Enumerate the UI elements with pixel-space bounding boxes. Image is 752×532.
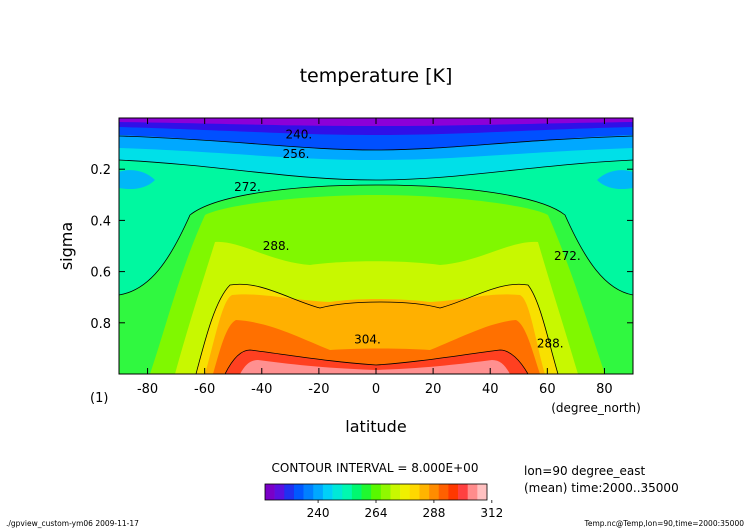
colorbar-cell: [322, 484, 333, 500]
colorbar-cell: [400, 484, 411, 500]
contour-lines: [119, 135, 633, 374]
annotation-lon: lon=90 degree_east: [524, 464, 645, 478]
contour-line-240: [119, 135, 633, 151]
colorbar-cell: [274, 484, 285, 500]
x-tick-label: -20: [308, 382, 329, 397]
contour-label: 240.: [286, 128, 313, 142]
colorbar-cell: [293, 484, 304, 500]
colorbar-cell: [332, 484, 343, 500]
colorbar-cell: [361, 484, 372, 500]
y-units: (1): [90, 391, 108, 406]
colorbar-tick-label: 264: [365, 506, 388, 520]
x-tick-label: 60: [539, 382, 556, 397]
chart-title: temperature [K]: [300, 65, 453, 87]
x-tick-label: -60: [194, 382, 215, 397]
x-axis-label: latitude: [345, 417, 406, 436]
colorbar-cell: [371, 484, 382, 500]
y-tick-label: 0.4: [90, 214, 111, 229]
colorbar-cell: [313, 484, 324, 500]
contour-label: 272.: [234, 180, 261, 194]
contour-interval: CONTOUR INTERVAL = 8.000E+00: [272, 461, 479, 475]
x-units: (degree_north): [551, 401, 641, 415]
colorbar-tick-label: 312: [480, 506, 503, 520]
contour-label: 256.: [283, 147, 310, 161]
y-axis: 0.2 0.4 0.6 0.8: [90, 163, 633, 332]
contour-fills: [119, 118, 633, 374]
colorbar-cell: [390, 484, 401, 500]
contour-line-288: [195, 283, 559, 374]
colorbar-tick-label: 240: [307, 506, 330, 520]
x-tick-label: 40: [482, 382, 499, 397]
x-tick-label: 80: [596, 382, 613, 397]
colorbar-tick-label: 288: [422, 506, 445, 520]
footer-left: ./gpview_custom-ym06 2009-11-17: [6, 519, 139, 528]
y-axis-label: sigma: [57, 222, 76, 270]
colorbar-cell: [477, 484, 488, 500]
contour-line-256: [119, 159, 633, 181]
contour-label: 288.: [263, 239, 290, 253]
contour-line-272: [119, 184, 633, 296]
x-axis: -80 -60 -40 -20 0 20 40 60 80: [137, 118, 613, 397]
contour-band: [240, 360, 510, 374]
colorbar: 240 264 288 312: [264, 483, 503, 520]
contour-line-304: [224, 349, 529, 374]
colorbar-cell: [342, 484, 353, 500]
x-tick-label: 0: [372, 382, 380, 397]
colorbar-cell: [265, 484, 275, 500]
y-tick-label: 0.8: [90, 317, 111, 332]
contour-band: [597, 170, 633, 190]
footer-right: Temp.nc@Temp,lon=90,time=2000:35000: [584, 519, 744, 528]
y-tick-label: 0.2: [90, 163, 111, 178]
contour-band: [119, 170, 155, 190]
contour-label: 304.: [354, 332, 381, 346]
y-tick-label: 0.6: [90, 266, 111, 281]
colorbar-cell: [303, 484, 314, 500]
colorbar-cell: [284, 484, 295, 500]
colorbar-cell: [467, 484, 478, 500]
colorbar-cell: [380, 484, 391, 500]
contour-label: 288.: [537, 336, 564, 350]
annotation-time: (mean) time:2000..35000: [524, 481, 679, 495]
colorbar-cell: [409, 484, 420, 500]
contour-label: 272.: [554, 249, 581, 263]
x-tick-label: -40: [251, 382, 272, 397]
colorbar-cell: [429, 484, 440, 500]
colorbar-cell: [438, 484, 449, 500]
x-tick-label: -80: [137, 382, 158, 397]
x-tick-label: 20: [425, 382, 442, 397]
colorbar-cell: [419, 484, 430, 500]
contour-labels: 240. 256. 272. 288. 272. 304. 288.: [234, 128, 581, 351]
colorbar-cell: [351, 484, 362, 500]
colorbar-cell: [458, 484, 468, 500]
colorbar-cell: [448, 484, 459, 500]
